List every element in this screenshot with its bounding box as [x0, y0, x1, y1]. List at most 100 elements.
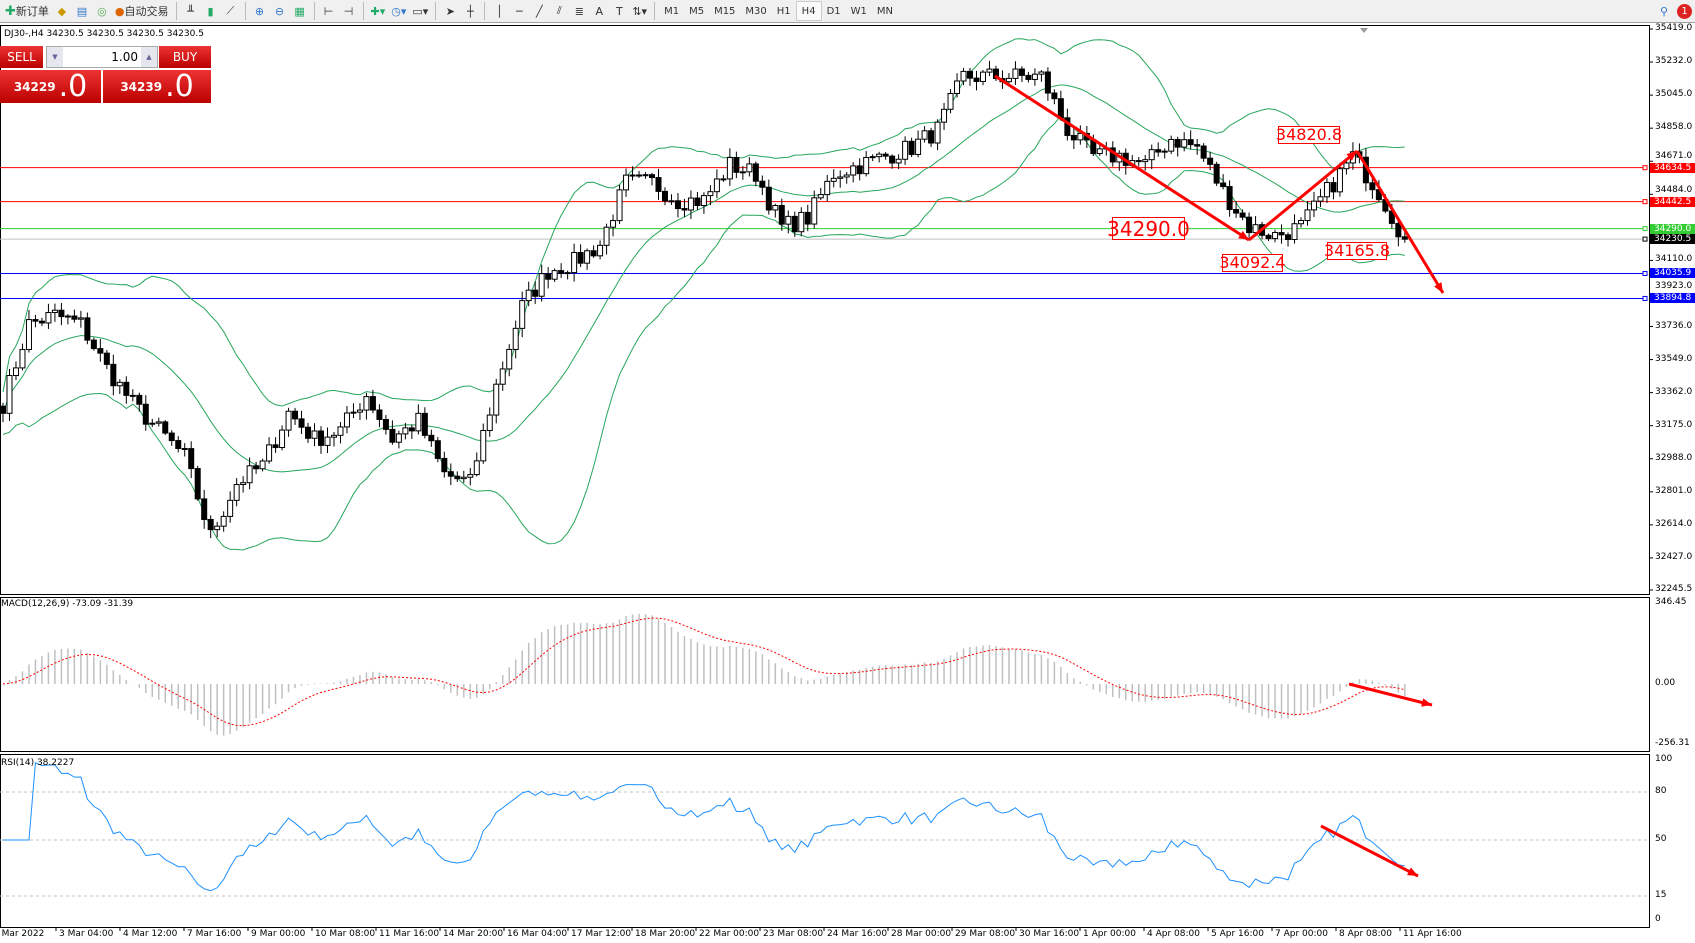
- rsi-line: [3, 761, 1405, 892]
- chart-shift-marker[interactable]: [1360, 28, 1368, 33]
- candle: [668, 194, 675, 205]
- lot-increase-button[interactable]: ▲: [141, 47, 157, 67]
- candle: [19, 343, 26, 371]
- new-order-icon: ✚: [5, 3, 16, 19]
- arrow-head: [1346, 151, 1357, 161]
- hline-price-tag: 34442.5: [1650, 196, 1695, 207]
- annotation-current-low[interactable]: 34165.8: [1323, 241, 1391, 260]
- zoom-out-button[interactable]: ⊖: [270, 1, 290, 21]
- time-axis-label: 8 Apr 08:00: [1339, 929, 1392, 939]
- price-axis-label: 32801.0: [1655, 485, 1693, 496]
- bar-chart-button[interactable]: ╨: [181, 1, 201, 21]
- main-pane-border: [0, 25, 1650, 595]
- timeframe-h1[interactable]: H1: [776, 5, 791, 17]
- channel-button[interactable]: ⫽: [549, 1, 569, 21]
- vertical-line-button[interactable]: │: [489, 1, 509, 21]
- auto-trading-button[interactable]: ● 自动交易: [112, 1, 172, 21]
- terminal-button[interactable]: ◎: [92, 1, 112, 21]
- fibonacci-button[interactable]: ≣: [569, 1, 589, 21]
- trendline-button[interactable]: ╱: [529, 1, 549, 21]
- timeframe-w1[interactable]: W1: [850, 5, 867, 17]
- arrow-head: [1434, 282, 1443, 293]
- timeframe-m1[interactable]: M1: [664, 5, 680, 17]
- lot-decrease-button[interactable]: ▼: [47, 47, 63, 67]
- trendline-icon: ╱: [536, 4, 543, 18]
- macd-divergence-arrow[interactable]: [1348, 682, 1433, 707]
- trend-arrow-up[interactable]: [1248, 149, 1358, 242]
- auto-scroll-button[interactable]: ⊢: [319, 1, 339, 21]
- candle: [1148, 144, 1155, 170]
- candle: [986, 60, 993, 77]
- candle: [863, 151, 870, 177]
- candle: [590, 245, 597, 258]
- line-chart-button[interactable]: ⟋: [221, 1, 241, 21]
- timeframe-h4[interactable]: H4: [795, 1, 822, 21]
- timeframe-m30[interactable]: M30: [745, 5, 767, 17]
- candle: [889, 154, 896, 169]
- annotation-low[interactable]: 34092.4: [1219, 253, 1286, 272]
- hline-handle[interactable]: [1642, 226, 1648, 232]
- hline-handle[interactable]: [1642, 295, 1648, 301]
- rsi-divergence-arrow[interactable]: [1320, 824, 1419, 878]
- hline-handle[interactable]: [1642, 270, 1648, 276]
- text-label-button[interactable]: T: [609, 1, 629, 21]
- zoom-out-icon: ⊖: [274, 4, 285, 18]
- trend-arrow-down[interactable]: [994, 74, 1250, 242]
- indicators-button[interactable]: ✚▾: [368, 1, 389, 21]
- separator: [654, 2, 656, 20]
- candle: [214, 521, 221, 538]
- candle: [843, 172, 850, 184]
- annotation-high[interactable]: 34820.8: [1275, 125, 1343, 144]
- zoom-in-button[interactable]: ⊕: [250, 1, 270, 21]
- candle: [32, 315, 39, 328]
- time-axis-label: 3 Mar 04:00: [59, 929, 114, 939]
- candle: [726, 148, 733, 186]
- search-button[interactable]: ⚲: [1654, 1, 1674, 21]
- toolbar: ✚ 新订单 ◆ ▤ ◎ ● 自动交易 ╨ ▮ ⟋ ⊕ ⊖ ▦ ⊢ ⊣ ✚▾ ◷▾ ▭…: [0, 0, 1695, 23]
- candle: [824, 174, 831, 202]
- time-axis-label: 4 Mar 12:00: [123, 929, 178, 939]
- sell-price-button[interactable]: 34229.0: [0, 69, 101, 104]
- chart-shift-button[interactable]: ⊣: [339, 1, 359, 21]
- lot-size-input[interactable]: ▼ 1.00 ▲: [46, 46, 158, 68]
- sell-button[interactable]: SELL: [0, 46, 43, 68]
- timeframe-m15[interactable]: M15: [714, 5, 736, 17]
- horizontal-line-button[interactable]: ─: [509, 1, 529, 21]
- timeframe-d1[interactable]: D1: [826, 5, 841, 17]
- text-button[interactable]: A: [589, 1, 609, 21]
- candle: [1298, 217, 1304, 228]
- templates-button[interactable]: ▭▾: [409, 1, 431, 21]
- navigator-button[interactable]: ▤: [72, 1, 92, 21]
- candle: [694, 191, 701, 211]
- candle: [162, 420, 169, 435]
- price-chart[interactable]: [0, 24, 1695, 943]
- annotation-level[interactable]: 34290.0: [1107, 216, 1190, 241]
- macd-signal-line: [2, 617, 1405, 727]
- buy-button[interactable]: BUY: [159, 46, 211, 68]
- price-axis-label: 34110.0: [1655, 254, 1693, 265]
- candlestick-button[interactable]: ▮: [201, 1, 221, 21]
- candle: [369, 389, 376, 414]
- candle: [428, 429, 435, 447]
- hline-handle[interactable]: [1642, 199, 1648, 205]
- hline-handle[interactable]: [1642, 165, 1648, 171]
- arrows-button[interactable]: ⇅▾: [629, 1, 650, 21]
- new-order-button[interactable]: ✚ 新订单: [2, 1, 52, 21]
- cursor-button[interactable]: ➤: [440, 1, 460, 21]
- time-axis-label: 18 Mar 20:00: [635, 929, 696, 939]
- text-icon: A: [595, 4, 604, 18]
- buy-price-button[interactable]: 34239.0: [103, 69, 211, 104]
- periods-button[interactable]: ◷▾: [388, 1, 409, 21]
- tile-windows-button[interactable]: ▦: [290, 1, 310, 21]
- market-watch-button[interactable]: ◆: [52, 1, 72, 21]
- timeframe-m5[interactable]: M5: [689, 5, 705, 17]
- timeframe-mn[interactable]: MN: [876, 5, 893, 17]
- candle: [1012, 61, 1019, 85]
- trend-arrow-forecast[interactable]: [1355, 150, 1445, 294]
- crosshair-button[interactable]: ┼: [460, 1, 480, 21]
- hline-handle[interactable]: [1642, 236, 1648, 242]
- notifications-button[interactable]: 1: [1674, 1, 1695, 21]
- candle: [155, 417, 162, 427]
- rsi-axis-label: 80: [1655, 786, 1667, 796]
- time-axis-label: 11 Apr 16:00: [1403, 929, 1462, 939]
